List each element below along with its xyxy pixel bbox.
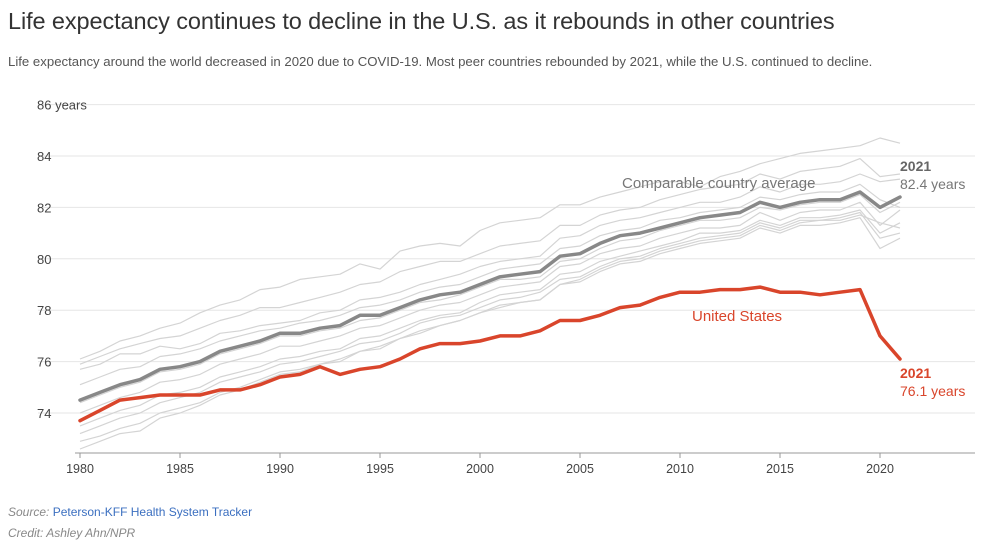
- us-end-value-label: 76.1 years: [900, 383, 965, 399]
- united-states-line: [78, 285, 902, 423]
- peer-country-line: [79, 201, 901, 414]
- peer-country-line: [79, 137, 901, 360]
- us-end-year-label: 2021: [900, 365, 931, 381]
- x-tick-label: 2000: [466, 462, 494, 476]
- comparable-average-line: [78, 190, 902, 402]
- peer-country-line: [79, 209, 901, 427]
- x-tick-label: 2010: [666, 462, 694, 476]
- y-tick-label: 82: [37, 200, 51, 215]
- y-tick-label: 74: [37, 406, 51, 421]
- peer-country-line: [79, 214, 901, 450]
- x-tick-label: 2005: [566, 462, 594, 476]
- chart-subtitle: Life expectancy around the world decreas…: [8, 54, 873, 69]
- gridlines: [38, 104, 975, 414]
- peer-country-line: [79, 158, 901, 365]
- x-tick-label: 1985: [166, 462, 194, 476]
- x-axis: 1980 1985 1990 1995 2000 2005 2010 2015 2020: [66, 452, 975, 476]
- y-tick-label: 80: [37, 252, 51, 267]
- y-tick-label: 76: [37, 355, 51, 370]
- x-tick-label: 1990: [266, 462, 294, 476]
- x-tick-label: 2015: [766, 462, 794, 476]
- y-tick-label: 86 years: [37, 98, 87, 113]
- peer-country-line: [79, 173, 901, 370]
- peer-country-line: [79, 183, 901, 386]
- source-link[interactable]: Peterson-KFF Health System Tracker: [52, 505, 253, 519]
- x-tick-label: 2020: [866, 462, 894, 476]
- average-end-value-label: 82.4 years: [900, 176, 965, 192]
- peer-country-line: [79, 217, 901, 442]
- average-end-year-label: 2021: [900, 158, 931, 174]
- x-tick-label: 1980: [66, 462, 94, 476]
- y-tick-label: 78: [37, 303, 51, 318]
- source-note: Source: Peterson-KFF Health System Track…: [8, 505, 252, 519]
- source-label: Source:: [8, 505, 50, 519]
- us-series-label: United States: [692, 308, 782, 325]
- credit-note: Credit: Ashley Ahn/NPR: [8, 526, 136, 540]
- y-axis-tick-labels: 74 76 78 80 82 84 86 years: [37, 98, 87, 421]
- average-series-label: Comparable country average: [622, 175, 815, 192]
- annotations: Comparable country average United States…: [622, 158, 965, 399]
- x-tick-label: 1995: [366, 462, 394, 476]
- line-chart: 74 76 78 80 82 84 86 years 1980 1985 1990 1995 200…: [37, 98, 975, 476]
- y-tick-label: 84: [37, 149, 51, 164]
- highlight-lines: [78, 190, 902, 423]
- peer-country-line: [79, 211, 901, 435]
- peer-country-line: [79, 194, 901, 404]
- peer-country-lines: [79, 137, 901, 450]
- chart-title: Life expectancy continues to decline in …: [8, 8, 835, 34]
